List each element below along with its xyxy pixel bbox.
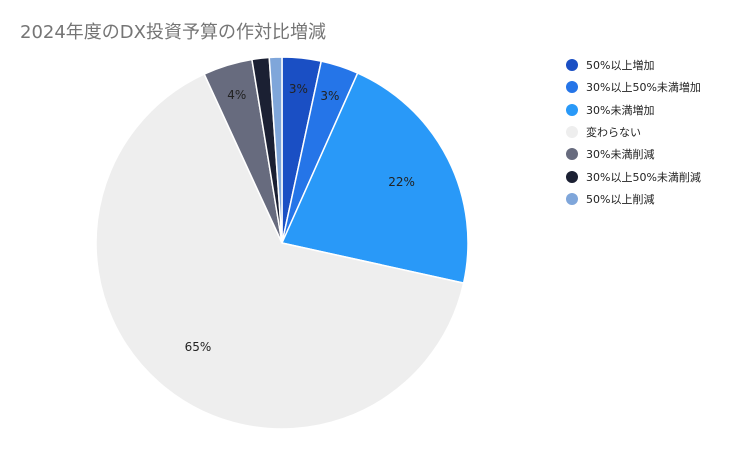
slice-label-5: 4% [227, 88, 246, 102]
legend-label: 50%以上削減 [586, 192, 655, 206]
legend-label: 30%以上50%未満増加 [586, 81, 701, 95]
slice-label-2: 3% [320, 89, 339, 103]
pie-slice-7 [268, 56, 283, 244]
pie-slice-4 [95, 73, 465, 430]
legend-swatch [566, 192, 578, 205]
legend-item-4: 変わらない [566, 121, 701, 143]
legend-swatch [566, 81, 578, 94]
legend: 50%以上増加 30%以上50%未満増加 30%未満増加 変わらない 30%未満削減 30… [566, 54, 701, 210]
legend-item-3: 30%未満増加 [566, 99, 701, 121]
legend-swatch [566, 170, 578, 183]
legend-item-2: 30%以上50%未満増加 [566, 76, 701, 98]
pie-slice-3 [280, 72, 469, 284]
slice-label-1: 3% [289, 82, 308, 96]
legend-item-7: 50%以上削減 [566, 188, 701, 210]
legend-label: 50%以上増加 [586, 59, 655, 73]
legend-swatch [566, 126, 578, 139]
legend-item-1: 50%以上増加 [566, 54, 701, 76]
legend-label: 30%未満増加 [586, 103, 655, 117]
legend-swatch [566, 59, 578, 72]
slice-label-3: 22% [388, 175, 415, 189]
legend-label: 変わらない [586, 126, 641, 140]
chart-title: 2024年度のDX投資予算の作対比増減 [20, 22, 326, 43]
legend-swatch [566, 148, 578, 161]
legend-label: 30%未満削減 [586, 148, 655, 162]
legend-label: 30%以上50%未満削減 [586, 170, 701, 184]
legend-item-6: 30%以上50%未満削減 [566, 165, 701, 187]
legend-swatch [566, 103, 578, 116]
legend-item-5: 30%未満削減 [566, 143, 701, 165]
slice-label-4: 65% [185, 340, 212, 354]
